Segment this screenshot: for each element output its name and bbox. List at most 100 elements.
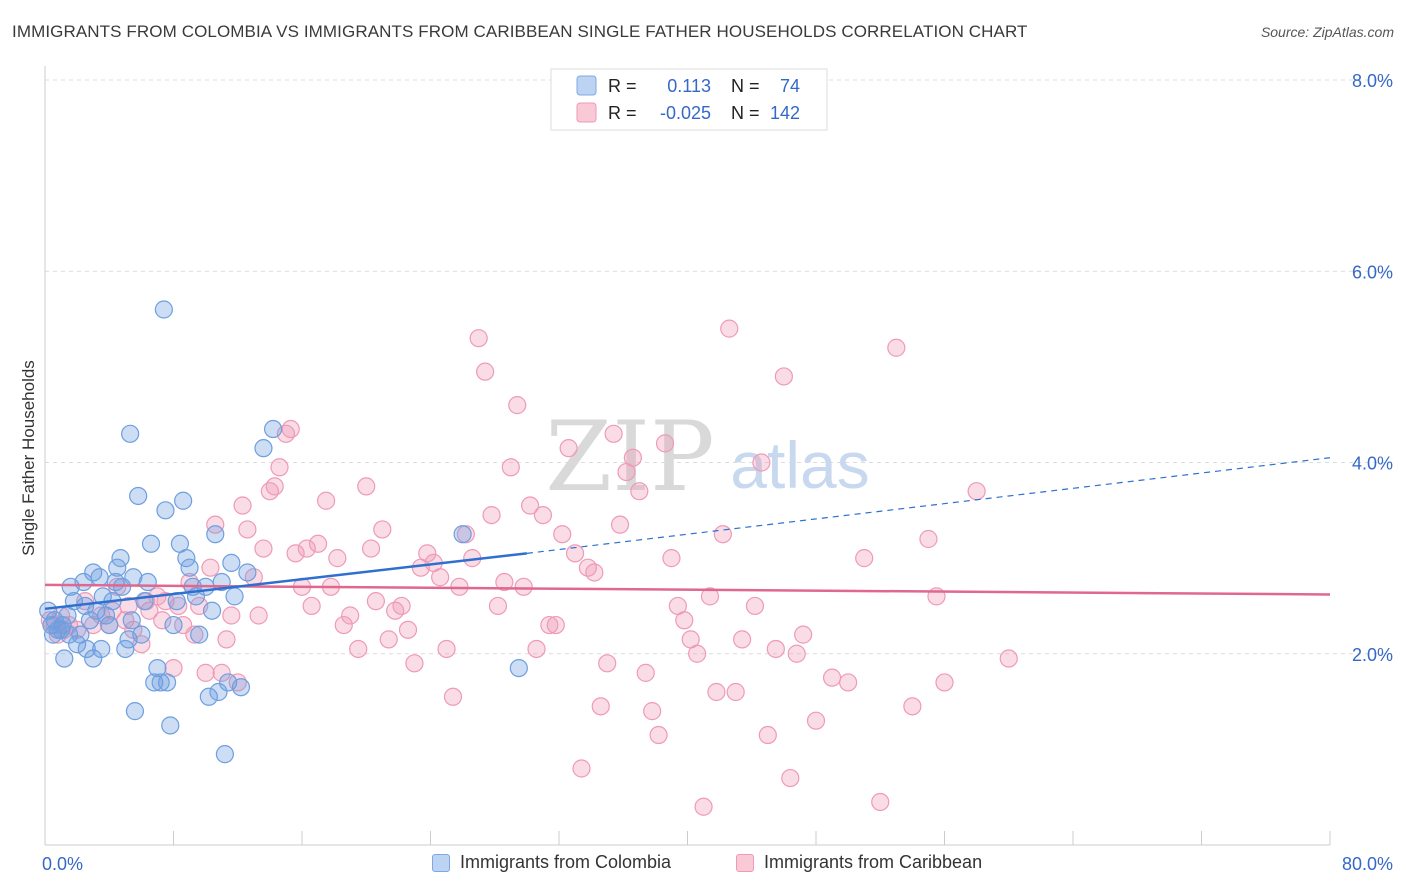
data-point-caribbean <box>707 682 726 702</box>
data-point-colombia <box>121 424 140 443</box>
data-point-colombia <box>190 625 209 644</box>
data-point-colombia <box>135 592 154 611</box>
data-point-caribbean <box>604 424 623 443</box>
data-point-caribbean <box>533 505 553 525</box>
data-point-caribbean <box>610 515 630 534</box>
data-point-caribbean <box>967 482 986 501</box>
data-point-caribbean <box>794 625 813 644</box>
data-point-caribbean <box>675 611 694 630</box>
data-point-caribbean <box>630 482 649 501</box>
y-axis-label: Single Father Households <box>19 360 38 556</box>
data-point-colombia <box>132 625 151 644</box>
data-point-caribbean <box>443 687 463 706</box>
data-point-colombia <box>238 563 257 582</box>
source-label: Source: ZipAtlas.com <box>1260 24 1394 40</box>
watermark-atlas: atlas <box>730 428 869 502</box>
stats-swatch-colombia <box>576 75 597 96</box>
data-point-colombia <box>39 601 58 620</box>
data-point-colombia <box>199 687 218 706</box>
watermark-zip: ZIP <box>545 401 714 513</box>
data-point-colombia <box>177 549 196 568</box>
data-point-colombia <box>90 568 109 587</box>
data-point-caribbean <box>720 319 739 338</box>
data-point-colombia <box>180 558 199 577</box>
data-point-caribbean <box>655 434 675 453</box>
data-point-caribbean <box>222 606 241 625</box>
data-point-caribbean <box>379 630 398 649</box>
data-point-caribbean <box>887 338 906 357</box>
data-point-caribbean <box>553 525 572 544</box>
y-tick-label: 4.0% <box>1352 454 1393 474</box>
data-point-caribbean <box>822 668 842 687</box>
data-point-caribbean <box>585 563 604 582</box>
data-point-caribbean <box>476 362 495 381</box>
y-tick-label: 8.0% <box>1352 71 1393 91</box>
data-point-colombia <box>151 673 170 692</box>
stats-n-value-caribbean: 142 <box>770 103 800 123</box>
data-point-caribbean <box>527 639 546 659</box>
data-point-colombia <box>77 639 96 659</box>
data-point-colombia <box>116 639 135 659</box>
data-point-caribbean <box>688 644 707 663</box>
data-point-caribbean <box>565 544 585 563</box>
series-colombia <box>39 300 528 764</box>
data-point-colombia <box>202 601 222 620</box>
data-point-caribbean <box>559 439 578 458</box>
legend-swatch-caribbean <box>736 853 754 872</box>
data-point-colombia <box>68 635 87 654</box>
data-point-colombia <box>129 486 148 506</box>
gridlines <box>45 79 1392 655</box>
data-point-caribbean <box>855 549 874 568</box>
data-point-colombia <box>122 611 141 630</box>
x-tick-label: 80.0% <box>1342 854 1393 874</box>
x-tick-labels: 0.0% 80.0% <box>42 854 1393 874</box>
data-point-caribbean <box>520 496 540 515</box>
legend-item-colombia[interactable]: Immigrants from Colombia <box>432 852 671 873</box>
data-point-caribbean <box>546 615 565 635</box>
data-point-caribbean <box>334 615 353 635</box>
data-point-caribbean <box>431 568 450 587</box>
data-point-colombia <box>148 658 167 678</box>
data-point-colombia <box>156 501 175 520</box>
data-point-caribbean <box>418 544 437 563</box>
legend-label-colombia: Immigrants from Colombia <box>460 852 672 872</box>
data-point-caribbean <box>328 549 347 568</box>
data-point-caribbean <box>643 702 662 721</box>
data-point-caribbean <box>217 630 236 649</box>
data-point-caribbean <box>398 620 418 639</box>
data-point-colombia <box>138 572 157 592</box>
data-point-caribbean <box>238 520 257 539</box>
stats-box: R = 0.113 N = 74 R = -0.025 N = 142 <box>550 68 828 131</box>
data-point-caribbean <box>153 611 172 630</box>
data-point-colombia <box>55 649 74 668</box>
data-point-caribbean <box>726 682 745 702</box>
data-point-colombia <box>263 419 283 439</box>
data-point-caribbean <box>469 329 488 348</box>
data-point-caribbean <box>316 491 336 510</box>
data-point-caribbean <box>270 458 289 477</box>
stats-r-label-colombia: R = <box>608 76 637 96</box>
data-point-caribbean <box>871 792 890 812</box>
data-point-colombia <box>254 439 273 458</box>
legend-label-caribbean: Immigrants from Caribbean <box>764 852 983 872</box>
data-point-caribbean <box>508 396 527 415</box>
data-point-caribbean <box>839 673 858 692</box>
data-point-colombia <box>100 615 119 635</box>
data-point-caribbean <box>297 539 316 558</box>
data-point-caribbean <box>733 630 752 649</box>
data-point-caribbean <box>302 596 321 616</box>
legend-item-caribbean[interactable]: Immigrants from Caribbean <box>736 852 982 873</box>
data-point-colombia <box>92 639 111 659</box>
data-point-colombia <box>111 549 130 568</box>
stats-r-value-colombia: 0.113 <box>667 76 711 96</box>
data-point-caribbean <box>766 639 785 659</box>
data-point-caribbean <box>392 596 411 616</box>
stats-r-value-caribbean: -0.025 <box>660 103 711 123</box>
data-point-caribbean <box>357 477 376 496</box>
data-point-caribbean <box>598 654 617 673</box>
data-point-caribbean <box>495 572 514 592</box>
data-point-caribbean <box>281 419 300 439</box>
data-point-colombia <box>108 558 127 577</box>
data-point-colombia <box>125 702 145 721</box>
